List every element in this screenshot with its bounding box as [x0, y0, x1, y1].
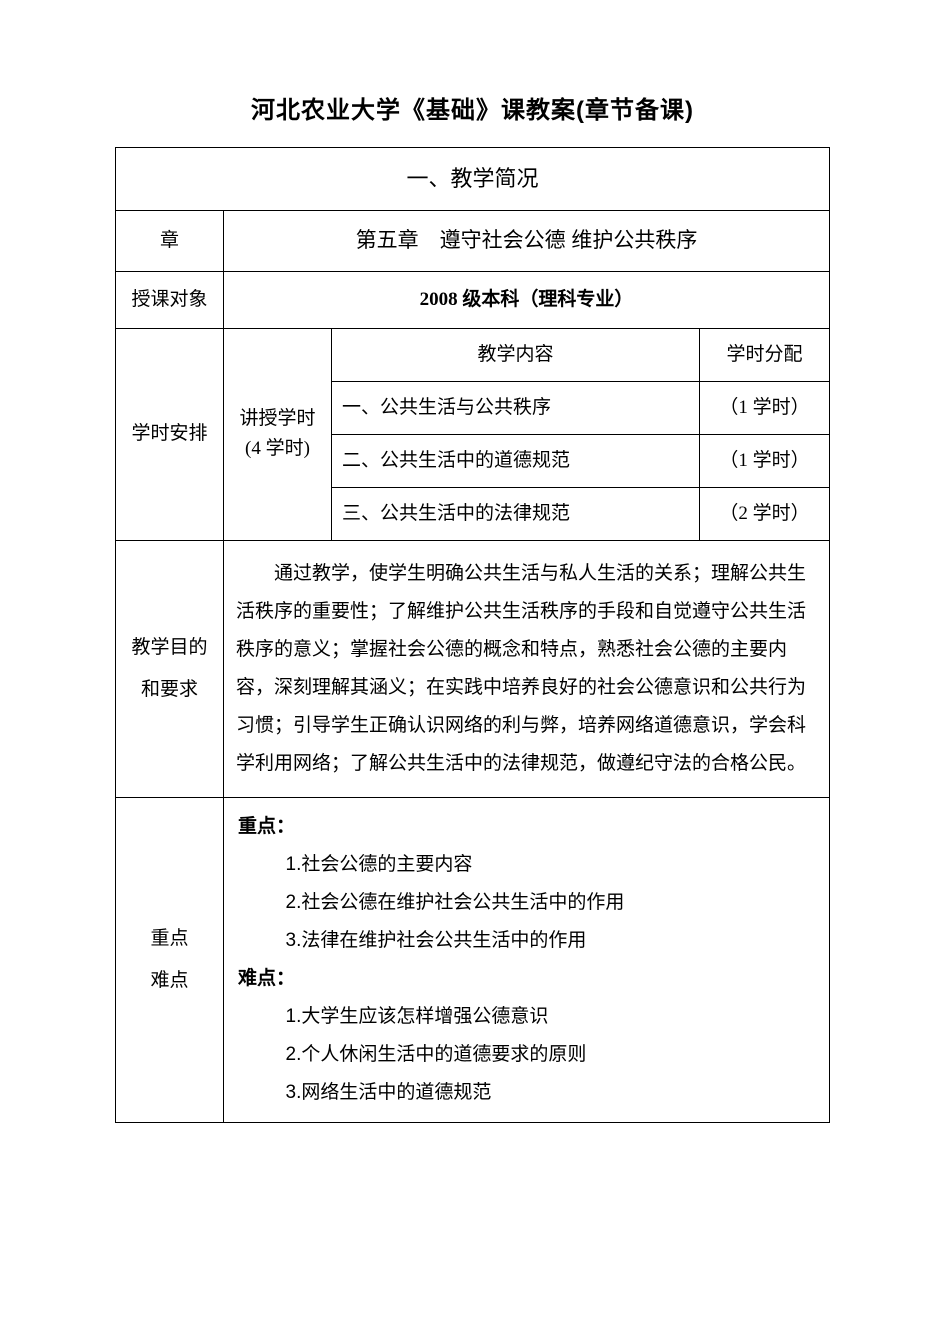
content-item-3: 三、公共生活中的法律规范: [332, 488, 700, 541]
section-header-row: 一、教学简况: [116, 148, 830, 211]
keypoints-label: 重点 难点: [116, 798, 224, 1123]
keypoints-heading-1: 重点：: [238, 808, 815, 846]
audience-label: 授课对象: [116, 271, 224, 328]
schedule-header-row: 学时安排 讲授学时 (4 学时) 教学内容 学时分配: [116, 328, 830, 381]
schedule-label: 学时安排: [116, 328, 224, 540]
keypoints-heading-2: 难点：: [238, 960, 815, 998]
objectives-label-line1: 教学目的: [131, 637, 207, 658]
page-title: 河北农业大学《基础》课教案(章节备课): [115, 90, 830, 125]
keypoints-item: 1.社会公德的主要内容: [238, 846, 815, 884]
keypoints-item: 2.社会公德在维护社会公共生活中的作用: [238, 884, 815, 922]
keypoints-item: 3.法律在维护社会公共生活中的作用: [238, 922, 815, 960]
keypoints-item: 3.网络生活中的道德规范: [238, 1074, 815, 1112]
chapter-label: 章: [116, 210, 224, 271]
allocation-header: 学时分配: [699, 328, 829, 381]
audience-value: 2008 级本科（理科专业）: [224, 271, 830, 328]
keypoints-label-line2: 难点: [150, 970, 188, 991]
allocation-item-2: （1 学时）: [699, 434, 829, 487]
keypoints-item: 1.大学生应该怎样增强公德意识: [238, 998, 815, 1036]
schedule-hours-line2: (4 学时): [245, 438, 310, 459]
objectives-content: 通过教学，使学生明确公共生活与私人生活的关系；理解公共生活秩序的重要性；了解维护…: [224, 541, 830, 798]
content-item-2: 二、公共生活中的道德规范: [332, 434, 700, 487]
content-header: 教学内容: [332, 328, 700, 381]
content-item-1: 一、公共生活与公共秩序: [332, 381, 700, 434]
objectives-row: 教学目的 和要求 通过教学，使学生明确公共生活与私人生活的关系；理解公共生活秩序…: [116, 541, 830, 798]
audience-row: 授课对象 2008 级本科（理科专业）: [116, 271, 830, 328]
objectives-label: 教学目的 和要求: [116, 541, 224, 798]
chapter-value: 第五章 遵守社会公德 维护公共秩序: [224, 210, 830, 271]
chapter-row: 章 第五章 遵守社会公德 维护公共秩序: [116, 210, 830, 271]
keypoints-row: 重点 难点 重点： 1.社会公德的主要内容 2.社会公德在维护社会公共生活中的作…: [116, 798, 830, 1123]
keypoints-label-line1: 重点: [150, 928, 188, 949]
allocation-item-3: （2 学时）: [699, 488, 829, 541]
keypoints-item: 2.个人休闲生活中的道德要求的原则: [238, 1036, 815, 1074]
allocation-item-1: （1 学时）: [699, 381, 829, 434]
objectives-label-line2: 和要求: [141, 679, 198, 700]
schedule-hours: 讲授学时 (4 学时): [224, 328, 332, 540]
keypoints-content: 重点： 1.社会公德的主要内容 2.社会公德在维护社会公共生活中的作用 3.法律…: [224, 798, 830, 1123]
lesson-plan-table: 一、教学简况 章 第五章 遵守社会公德 维护公共秩序 授课对象 2008 级本科…: [115, 147, 830, 1123]
schedule-hours-line1: 讲授学时: [239, 408, 315, 429]
section-header: 一、教学简况: [116, 148, 830, 211]
